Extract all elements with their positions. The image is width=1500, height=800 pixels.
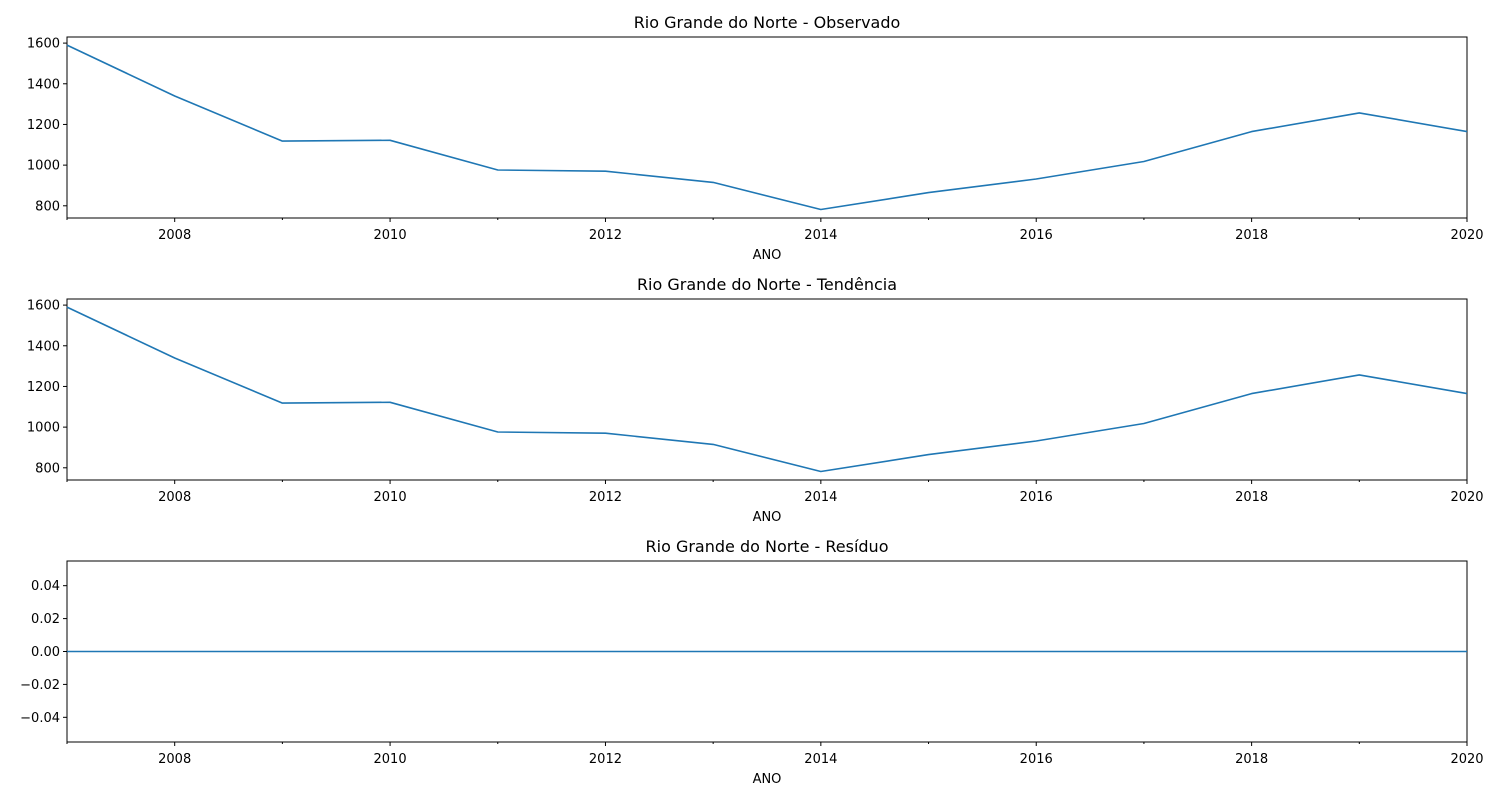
y-tick-label: −0.02 (20, 678, 60, 693)
subplot-residuo: Rio Grande do Norte - Resíduo ANO 2008 20… (20, 537, 1483, 787)
x-tick-label: 2016 (1020, 752, 1053, 767)
x-tick-label: 2010 (374, 228, 407, 243)
x-tick-label: 2020 (1450, 752, 1483, 767)
y-tick-label: 0.02 (31, 612, 60, 627)
x-tick-label: 2018 (1235, 752, 1268, 767)
x-axis-label: ANO (753, 248, 782, 263)
series-line (66, 306, 1468, 473)
y-tick-label: −0.04 (20, 711, 60, 726)
subplot-tendencia: Rio Grande do Norte - Tendência ANO 2008… (27, 275, 1484, 525)
x-tick-label: 2012 (589, 228, 622, 243)
x-tick-label: 2014 (804, 228, 837, 243)
axes-frame (66, 298, 1468, 481)
x-tick-label: 2016 (1020, 228, 1053, 243)
y-tick-label: 1400 (27, 77, 60, 92)
x-tick-label: 2010 (374, 490, 407, 505)
x-tick-label: 2016 (1020, 490, 1053, 505)
x-tick-label: 2018 (1235, 490, 1268, 505)
y-tick-label: 800 (35, 461, 60, 476)
y-tick-label: 1200 (27, 118, 60, 133)
x-axis-label: ANO (753, 510, 782, 525)
x-tick-label: 2008 (158, 490, 191, 505)
axes-frame (66, 36, 1468, 219)
y-tick-label: 800 (35, 199, 60, 214)
x-tick-label: 2014 (804, 752, 837, 767)
subplot-title: Rio Grande do Norte - Resíduo (646, 537, 889, 556)
y-tick-label: 1400 (27, 339, 60, 354)
y-tick-label: 0.04 (31, 579, 60, 594)
y-tick-label: 1000 (27, 159, 60, 174)
x-tick-label: 2020 (1450, 490, 1483, 505)
subplot-title: Rio Grande do Norte - Tendência (637, 275, 897, 294)
subplot-title: Rio Grande do Norte - Observado (634, 13, 901, 32)
y-tick-label: 1600 (27, 37, 60, 52)
series-line (66, 44, 1468, 211)
x-tick-label: 2008 (158, 752, 191, 767)
x-tick-label: 2018 (1235, 228, 1268, 243)
y-tick-label: 0.00 (31, 645, 60, 660)
y-tick-label: 1600 (27, 299, 60, 314)
x-tick-label: 2014 (804, 490, 837, 505)
x-axis-label: ANO (753, 772, 782, 787)
x-tick-label: 2020 (1450, 228, 1483, 243)
x-tick-label: 2010 (374, 752, 407, 767)
y-tick-label: 1200 (27, 380, 60, 395)
x-tick-label: 2008 (158, 228, 191, 243)
x-tick-label: 2012 (589, 490, 622, 505)
y-tick-label: 1000 (27, 421, 60, 436)
x-tick-label: 2012 (589, 752, 622, 767)
subplot-observado: Rio Grande do Norte - Observado ANO 2008… (27, 13, 1484, 263)
